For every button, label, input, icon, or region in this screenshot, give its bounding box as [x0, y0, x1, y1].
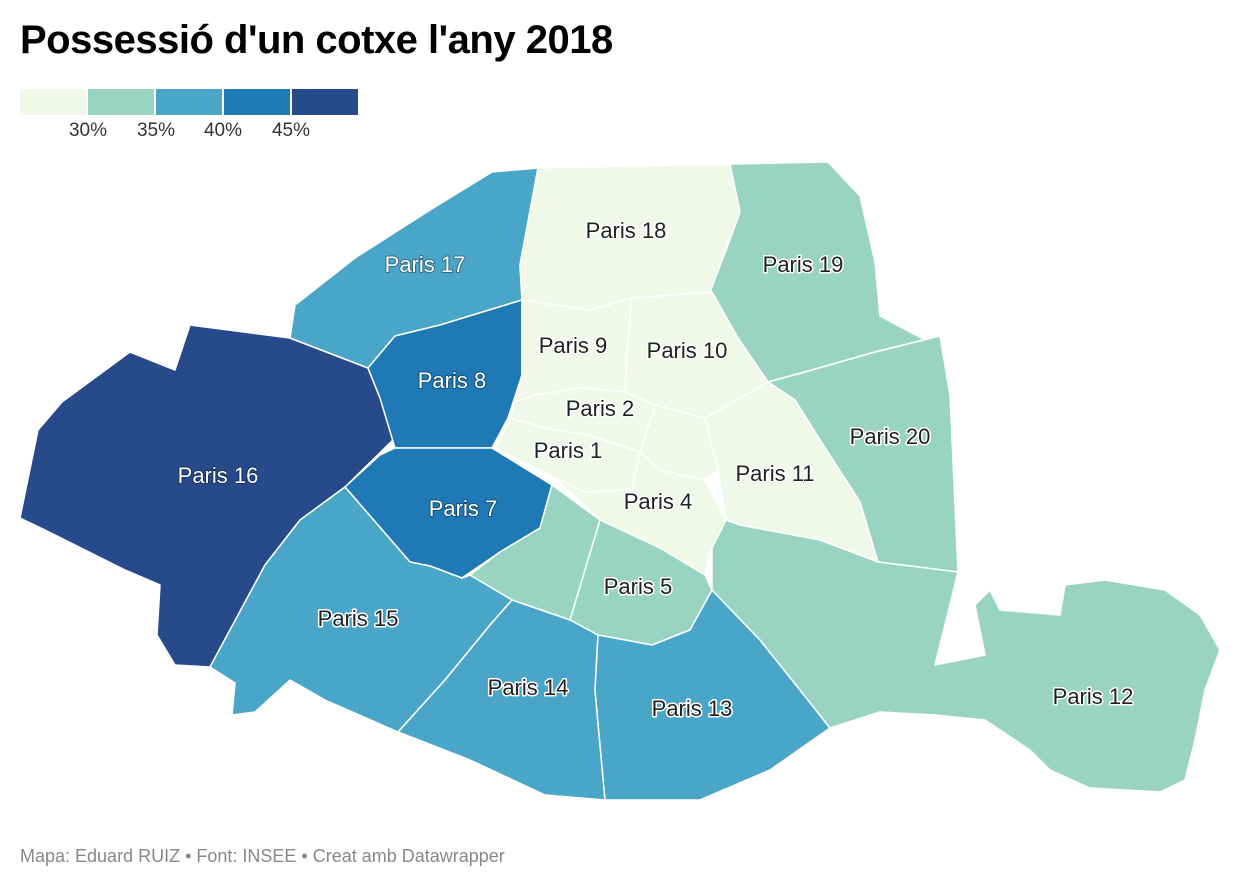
legend-tick-45: 45% [271, 120, 311, 141]
label-paris-4: Paris 4 [624, 489, 692, 514]
label-paris-7: Paris 7 [429, 496, 497, 521]
label-paris-20: Paris 20 [850, 424, 931, 449]
label-paris-11: Paris 11 [735, 461, 814, 486]
label-paris-16: Paris 16 [178, 463, 259, 488]
label-paris-9: Paris 9 [539, 333, 607, 358]
region-paris-15[interactable] [209, 486, 513, 733]
label-paris-5: Paris 5 [604, 574, 672, 599]
legend-bar [20, 89, 358, 115]
label-paris-12: Paris 12 [1053, 684, 1134, 709]
source-credit: Mapa: Eduard RUIZ • Font: INSEE • Creat … [20, 846, 505, 866]
legend-swatch-5 [292, 89, 358, 115]
region-paris-14[interactable] [397, 599, 606, 801]
label-paris-18: Paris 18 [586, 218, 667, 243]
legend-swatch-2 [88, 89, 154, 115]
label-paris-17: Paris 17 [385, 252, 466, 277]
map-title: Possessió d'un cotxe l'any 2018 [20, 18, 613, 62]
region-paris-12[interactable] [711, 519, 1221, 793]
label-paris-2: Paris 2 [566, 396, 634, 421]
legend-swatch-4 [224, 89, 290, 115]
label-paris-8: Paris 8 [418, 368, 486, 393]
legend-tick-30: 30% [68, 120, 108, 141]
label-paris-13: Paris 13 [652, 696, 733, 721]
color-legend: 30% 35% 40% 45% [20, 89, 420, 149]
label-paris-14: Paris 14 [488, 675, 569, 700]
legend-tick-35: 35% [136, 120, 176, 141]
label-paris-1: Paris 1 [534, 438, 602, 463]
region-paris-8[interactable] [367, 299, 523, 449]
legend-swatch-3 [156, 89, 222, 115]
label-paris-19: Paris 19 [763, 252, 844, 277]
label-paris-10: Paris 10 [647, 338, 728, 363]
label-paris-15: Paris 15 [318, 606, 399, 631]
legend-swatch-1 [20, 89, 86, 115]
legend-tick-40: 40% [203, 120, 243, 141]
